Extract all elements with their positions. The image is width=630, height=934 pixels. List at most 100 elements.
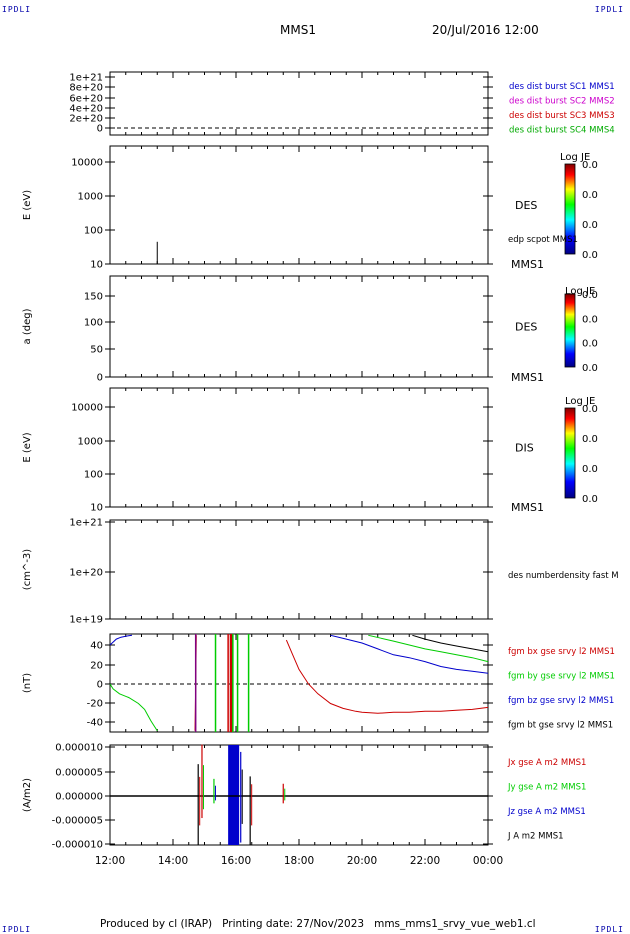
y-tick-label: 0 xyxy=(97,373,103,384)
colorbar xyxy=(564,407,576,499)
colorbar-tick-label: 0.0 xyxy=(582,339,598,350)
instrument-label: DES xyxy=(515,199,537,212)
y-tick-label: -0.000010 xyxy=(52,840,103,851)
field-line xyxy=(368,634,489,663)
datetime-title: 20/Jul/2016 12:00 xyxy=(432,23,539,37)
y-tick-label: -40 xyxy=(87,718,103,729)
panel-frame xyxy=(109,744,489,846)
x-tick-label: 16:00 xyxy=(221,855,251,867)
y-axis-label: (cm^-3) xyxy=(22,549,33,590)
colorbar-tick-label: 0.0 xyxy=(582,290,598,301)
legend-entry: J A m2 MMS1 xyxy=(507,832,564,842)
legend-entry: Jy gse A m2 MMS1 xyxy=(507,783,586,793)
y-tick-label: 1e+21 xyxy=(69,73,103,84)
y-tick-label: 150 xyxy=(84,292,103,303)
colorbar-tick-label: 0.0 xyxy=(582,314,598,325)
x-tick-label: 14:00 xyxy=(158,855,188,867)
y-axis-label: E (eV) xyxy=(22,190,33,220)
corner-label-bottom-right: IPDLI xyxy=(594,925,624,934)
colorbar-title: Log JE xyxy=(560,152,590,163)
y-tick-label: 10 xyxy=(90,503,103,514)
colorbar-tick-label: 0.0 xyxy=(582,434,598,445)
panel-spacecraft-label: MMS1 xyxy=(511,258,544,271)
legend-entry: fgm bt gse srvy l2 MMS1 xyxy=(508,721,613,731)
field-line xyxy=(109,634,133,646)
colorbar-tick-label: 0.0 xyxy=(582,464,598,475)
corner-label-top-left: IPDLI xyxy=(2,5,32,14)
legend-entry: des dist burst SC1 MMS1 xyxy=(509,82,615,92)
x-tick-label: 22:00 xyxy=(410,855,440,867)
panel-spacecraft-label: MMS1 xyxy=(511,371,544,384)
colorbar-tick-label: 0.0 xyxy=(582,250,598,261)
field-line xyxy=(330,634,489,674)
field-line xyxy=(285,639,489,714)
panel-frame xyxy=(109,145,489,265)
panel-frame xyxy=(109,633,489,733)
y-tick-label: 20 xyxy=(90,661,103,672)
legend-entry: des dist burst SC2 MMS2 xyxy=(509,97,615,107)
legend-entry: des numberdensity fast M xyxy=(508,571,619,581)
colorbar-tick-label: 0.0 xyxy=(582,404,598,415)
y-tick-label: -20 xyxy=(87,699,103,710)
footer-text: Produced by cl (IRAP) Printing date: 27/… xyxy=(100,918,536,930)
y-tick-label: 0 xyxy=(97,124,103,135)
y-tick-label: 10 xyxy=(90,260,103,271)
instrument-label: DIS xyxy=(515,442,534,455)
panel-spacecraft-label: MMS1 xyxy=(511,501,544,514)
y-tick-label: 2e+20 xyxy=(69,114,103,125)
colorbar-tick-label: 0.0 xyxy=(582,363,598,374)
y-axis-label: (nT) xyxy=(22,673,33,693)
x-tick-label: 20:00 xyxy=(347,855,377,867)
legend-entry: des dist burst SC3 MMS3 xyxy=(509,111,615,121)
y-tick-label: 10000 xyxy=(71,158,103,169)
legend-entry: fgm by gse srvy l2 MMS1 xyxy=(508,672,615,682)
y-tick-label: 1000 xyxy=(78,437,103,448)
y-tick-label: 4e+20 xyxy=(69,104,103,115)
y-tick-label: 0.000005 xyxy=(55,768,103,779)
legend-entry: Jx gse A m2 MMS1 xyxy=(507,758,586,768)
colorbar-tick-label: 0.0 xyxy=(582,494,598,505)
y-tick-label: 10000 xyxy=(71,403,103,414)
y-tick-label: 0.000010 xyxy=(55,743,103,754)
y-tick-label: 6e+20 xyxy=(69,94,103,105)
spacecraft-title: MMS1 xyxy=(280,23,316,37)
panel-frame xyxy=(109,387,489,508)
colorbar-tick-label: 0.0 xyxy=(582,220,598,231)
x-tick-label: 00:00 xyxy=(473,855,503,867)
field-band xyxy=(229,634,234,732)
y-tick-label: 1000 xyxy=(78,192,103,203)
panel-frame xyxy=(109,519,489,620)
legend-entry: fgm bx gse srvy l2 MMS1 xyxy=(508,647,615,657)
corner-label-top-right: IPDLI xyxy=(594,5,624,14)
y-tick-label: 40 xyxy=(90,641,103,652)
y-tick-label: 1e+20 xyxy=(69,568,103,579)
y-axis-label: (A/m2) xyxy=(22,778,33,812)
y-axis-label: E (eV) xyxy=(22,432,33,462)
colorbar-tick-label: 0.0 xyxy=(582,160,598,171)
panel-frame xyxy=(109,71,489,136)
legend-entry: des dist burst SC4 MMS4 xyxy=(509,126,615,136)
colorbar xyxy=(564,163,576,255)
x-tick-label: 18:00 xyxy=(284,855,314,867)
legend-entry: fgm bz gse srvy l2 MMS1 xyxy=(508,696,614,706)
field-line xyxy=(109,683,158,732)
current-band xyxy=(228,745,240,845)
y-tick-label: 100 xyxy=(84,318,103,329)
colorbar xyxy=(564,293,576,368)
colorbar-title: Log JE xyxy=(565,396,595,407)
y-tick-label: 1e+19 xyxy=(69,615,103,626)
y-tick-label: 50 xyxy=(90,345,103,356)
field-line xyxy=(412,634,489,653)
x-tick-label: 12:00 xyxy=(95,855,125,867)
instrument-label: DES xyxy=(515,321,537,334)
y-tick-label: 0 xyxy=(97,680,103,691)
y-tick-label: 0.000000 xyxy=(55,792,103,803)
y-tick-label: 1e+21 xyxy=(69,518,103,529)
colorbar-title: Log JE xyxy=(565,286,595,297)
overlay-legend-entry: edp scpot MMS1 xyxy=(508,235,578,245)
y-tick-label: -0.000005 xyxy=(52,816,103,827)
y-tick-label: 8e+20 xyxy=(69,83,103,94)
panel-frame xyxy=(109,275,489,378)
corner-label-bottom-left: IPDLI xyxy=(2,925,32,934)
